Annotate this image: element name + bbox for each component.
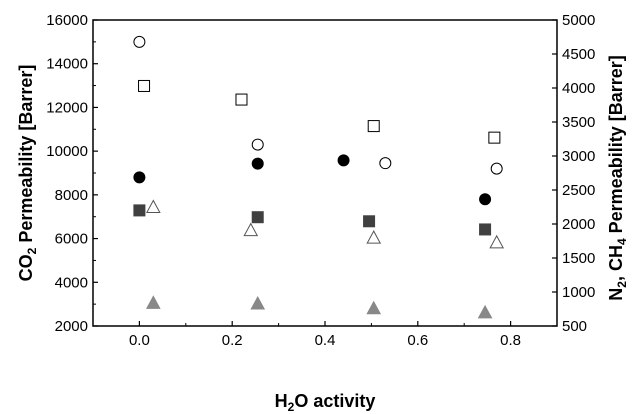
y-left-tick-label: 8000: [55, 187, 88, 204]
data-point-triangle-filled: [366, 300, 382, 315]
data-point-triangle-open: [243, 222, 259, 237]
y-left-tick-label: 14000: [46, 56, 88, 73]
data-point-square-filled: [479, 223, 492, 236]
y-left-tick-label: 10000: [46, 143, 88, 160]
y-left-tick-label: 12000: [46, 99, 88, 116]
x-tick-label: 0.4: [315, 332, 336, 349]
data-point-triangle-open: [489, 234, 505, 249]
y-right-tick-label: 3500: [562, 114, 595, 131]
y-right-tick-label: 500: [562, 318, 587, 335]
data-point-circle-filled: [133, 171, 146, 184]
x-tick-label: 0.0: [129, 332, 150, 349]
plot-frame: [92, 19, 558, 327]
y-right-tick-label: 2000: [562, 216, 595, 233]
data-point-circle-filled: [479, 193, 492, 206]
x-tick-label: 0.8: [500, 332, 521, 349]
data-point-triangle-filled: [477, 304, 493, 319]
data-point-circle-filled: [251, 157, 264, 170]
data-point-triangle-filled: [145, 295, 161, 309]
data-point-triangle-filled: [250, 295, 266, 310]
x-axis-title: H2O activity: [275, 391, 376, 414]
y-right-tick-label: 1000: [562, 284, 595, 301]
data-point-square-filled: [133, 204, 146, 217]
data-point-square-filled: [363, 215, 376, 228]
y-left-tick-label: 2000: [55, 318, 88, 335]
y-right-tick-label: 4500: [562, 46, 595, 63]
data-point-square-open: [138, 79, 151, 92]
data-point-circle-open: [133, 35, 146, 48]
ticks-layer: 0.0 0.2 0.4 0.6 0.8 2000 4000 6000 8000 10000 1200…: [46, 12, 595, 349]
y-left-tick-label: 4000: [55, 274, 88, 291]
data-point-triangle-open: [145, 199, 161, 213]
y-right-tick-label: 5000: [562, 12, 595, 29]
y-axis-left-title: CO2 Permeability [Barrer]: [16, 65, 39, 282]
y-axis-right-title: N2, CH4 Permeability [Barrer]: [606, 55, 629, 300]
y-right-tick-label: 4000: [562, 80, 595, 97]
data-point-circle-open: [379, 157, 392, 170]
y-left-tick-label: 16000: [46, 12, 88, 29]
data-point-square-open: [235, 93, 248, 106]
data-point-circle-open: [490, 162, 503, 175]
data-point-square-open: [367, 120, 380, 133]
data-point-circle-open: [251, 138, 264, 151]
data-point-square-open: [488, 131, 501, 144]
y-right-tick-label: 3000: [562, 148, 595, 165]
y-left-tick-label: 6000: [55, 231, 88, 248]
x-tick-label: 0.2: [222, 332, 243, 349]
y-right-tick-label: 2500: [562, 182, 595, 199]
y-right-tick-label: 1500: [562, 250, 595, 267]
points-layer: [133, 35, 505, 319]
data-point-square-filled: [251, 211, 264, 224]
data-point-circle-filled: [337, 154, 350, 167]
x-tick-label: 0.6: [407, 332, 428, 349]
data-point-triangle-open: [366, 230, 382, 244]
